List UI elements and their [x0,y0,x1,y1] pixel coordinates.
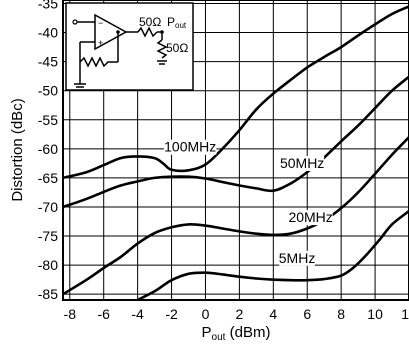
series-label-20mhz: 20MHz [288,209,332,225]
series-resistor-label: 50Ω [139,15,161,29]
inset-box [65,2,194,91]
series-label-background [279,250,315,266]
junction-dot [160,30,164,34]
x-tick-label: -4 [131,306,144,322]
y-tick-label: -65 [38,170,58,186]
y-axis-tick-labels: -35 -40 -45 -50 -55 -60 -65 -70 -75 -80 -85 [38,0,58,302]
y-tick-label: -40 [38,25,58,41]
x-tick-label: 0 [202,306,210,322]
noninverting-input-sign: + [98,38,103,48]
load-resistor [156,39,168,59]
circuit-inset: − + 50Ω 50Ω Pout [65,2,194,91]
feedback-resistor [79,56,118,68]
x-axis-tick-labels: -8 -6 -4 -2 0 2 4 6 8 10 12 [64,306,409,322]
series-line-20mhz [62,136,409,296]
y-tick-label: -35 [38,0,58,11]
x-tick-label: 12 [401,306,409,322]
y-tick-label: -50 [38,83,58,99]
series-label-50mhz: 50MHz [280,155,324,171]
op-amp-symbol [94,13,128,51]
series-label-100mhz: 100MHz [164,139,216,155]
y-tick-label: -45 [38,54,58,70]
series-label-background [164,139,217,155]
plot-frame [62,0,409,301]
series-line-5mhz [137,209,409,302]
pout-label: Pout [167,15,187,30]
x-tick-label: 6 [303,306,311,322]
x-tick-label: 2 [235,306,243,322]
series-label-5mhz: 5MHz [279,250,316,266]
y-tick-label: -60 [38,141,58,157]
input-terminal [72,19,78,25]
y-tick-label: -80 [38,257,58,273]
x-tick-label: 8 [337,306,345,322]
x-tick-label: -2 [165,306,178,322]
y-tick-label: -85 [38,286,58,302]
series-label-background [280,156,325,172]
junction-dot [116,30,120,34]
x-tick-label: 10 [367,306,383,322]
y-axis-title: Distortion (dBc) [9,98,26,201]
x-tick-label: -6 [97,306,110,322]
x-axis-title: Pout (dBm) [202,324,271,343]
series-line-50mhz [62,75,409,209]
series-line-100mhz [62,5,409,180]
series-labels: 100MHz 50MHz 20MHz 5MHz [164,139,333,266]
y-tick-label: -70 [38,199,58,215]
y-tick-label: -75 [38,228,58,244]
load-resistor-label: 50Ω [166,41,188,55]
x-tick-label: 4 [269,306,277,322]
series-layer [62,5,409,302]
y-tick-label: -55 [38,112,58,128]
inverting-input-sign: − [98,18,103,28]
series-label-background [288,210,333,226]
series-resistor [137,26,158,38]
x-tick-label: -8 [64,306,77,322]
